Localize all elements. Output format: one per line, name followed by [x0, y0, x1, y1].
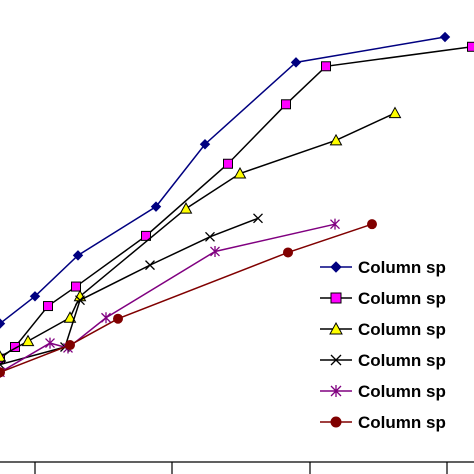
- legend-label: Column sp: [358, 289, 446, 308]
- x-axis: [0, 461, 474, 474]
- data-point-circle: [65, 340, 75, 351]
- data-point-square: [10, 341, 20, 352]
- series-line: [0, 36, 446, 325]
- data-point-asterisk: [101, 312, 111, 324]
- series-6: [0, 219, 377, 378]
- data-point-asterisk: [210, 245, 220, 257]
- legend-marker-square: [330, 292, 342, 304]
- series-line: [0, 223, 373, 374]
- data-point-square: [43, 301, 53, 312]
- series-3: [0, 106, 402, 362]
- data-point-square: [281, 99, 291, 110]
- data-point-diamond: [290, 57, 302, 68]
- data-point-diamond: [199, 139, 211, 150]
- data-point-x: [205, 231, 215, 242]
- data-point-square: [141, 230, 151, 241]
- legend-item: Column sp: [320, 351, 446, 370]
- data-point-triangle: [63, 311, 77, 323]
- data-point-circle: [283, 247, 293, 258]
- data-point-square: [321, 61, 331, 72]
- series-line: [0, 112, 396, 358]
- data-point-triangle: [21, 334, 35, 347]
- data-point-diamond: [150, 201, 162, 212]
- legend-label: Column sp: [358, 413, 446, 432]
- data-point-triangle: [329, 133, 343, 146]
- series-1: [0, 31, 451, 329]
- data-point-triangle: [179, 202, 193, 214]
- data-point-square: [223, 158, 233, 169]
- data-point-asterisk: [330, 218, 340, 230]
- legend-marker-asterisk: [330, 385, 342, 397]
- legend-label: Column sp: [358, 320, 446, 339]
- data-point-x: [253, 213, 263, 224]
- legend: Column sp Column sp Column sp Column sp Colu…: [320, 258, 446, 432]
- data-point-triangle: [233, 166, 247, 179]
- legend-label: Column sp: [358, 382, 446, 401]
- legend-item: Column sp: [320, 413, 446, 432]
- data-point-circle: [0, 367, 5, 378]
- legend-item: Column sp: [320, 289, 446, 308]
- data-point-x: [0, 359, 5, 370]
- series-line: [0, 46, 473, 360]
- data-point-diamond: [72, 250, 84, 261]
- series-line: [0, 217, 259, 366]
- legend-label: Column sp: [358, 258, 446, 277]
- data-point-x: [145, 260, 155, 271]
- data-point-diamond: [29, 291, 41, 302]
- data-point-diamond: [0, 318, 6, 329]
- data-point-diamond: [439, 31, 451, 43]
- data-point-triangle: [388, 106, 402, 119]
- series-line: [0, 223, 336, 373]
- plot-area: [0, 31, 474, 378]
- legend-item: Column sp: [320, 320, 446, 339]
- legend-marker-circle: [330, 416, 342, 428]
- data-point-asterisk: [45, 337, 55, 349]
- legend-label: Column sp: [358, 351, 446, 370]
- data-point-circle: [113, 313, 123, 324]
- data-point-square: [467, 41, 474, 52]
- legend-marker-x: [330, 354, 342, 366]
- legend-marker-diamond: [330, 261, 342, 273]
- legend-item: Column sp: [320, 382, 446, 401]
- legend-item: Column sp: [320, 258, 446, 277]
- data-point-x: [75, 295, 85, 306]
- data-point-circle: [367, 219, 377, 230]
- legend-marker-triangle: [329, 321, 343, 335]
- series-4: [0, 213, 263, 370]
- data-point-triangle: [0, 350, 7, 362]
- data-point-square: [71, 281, 81, 292]
